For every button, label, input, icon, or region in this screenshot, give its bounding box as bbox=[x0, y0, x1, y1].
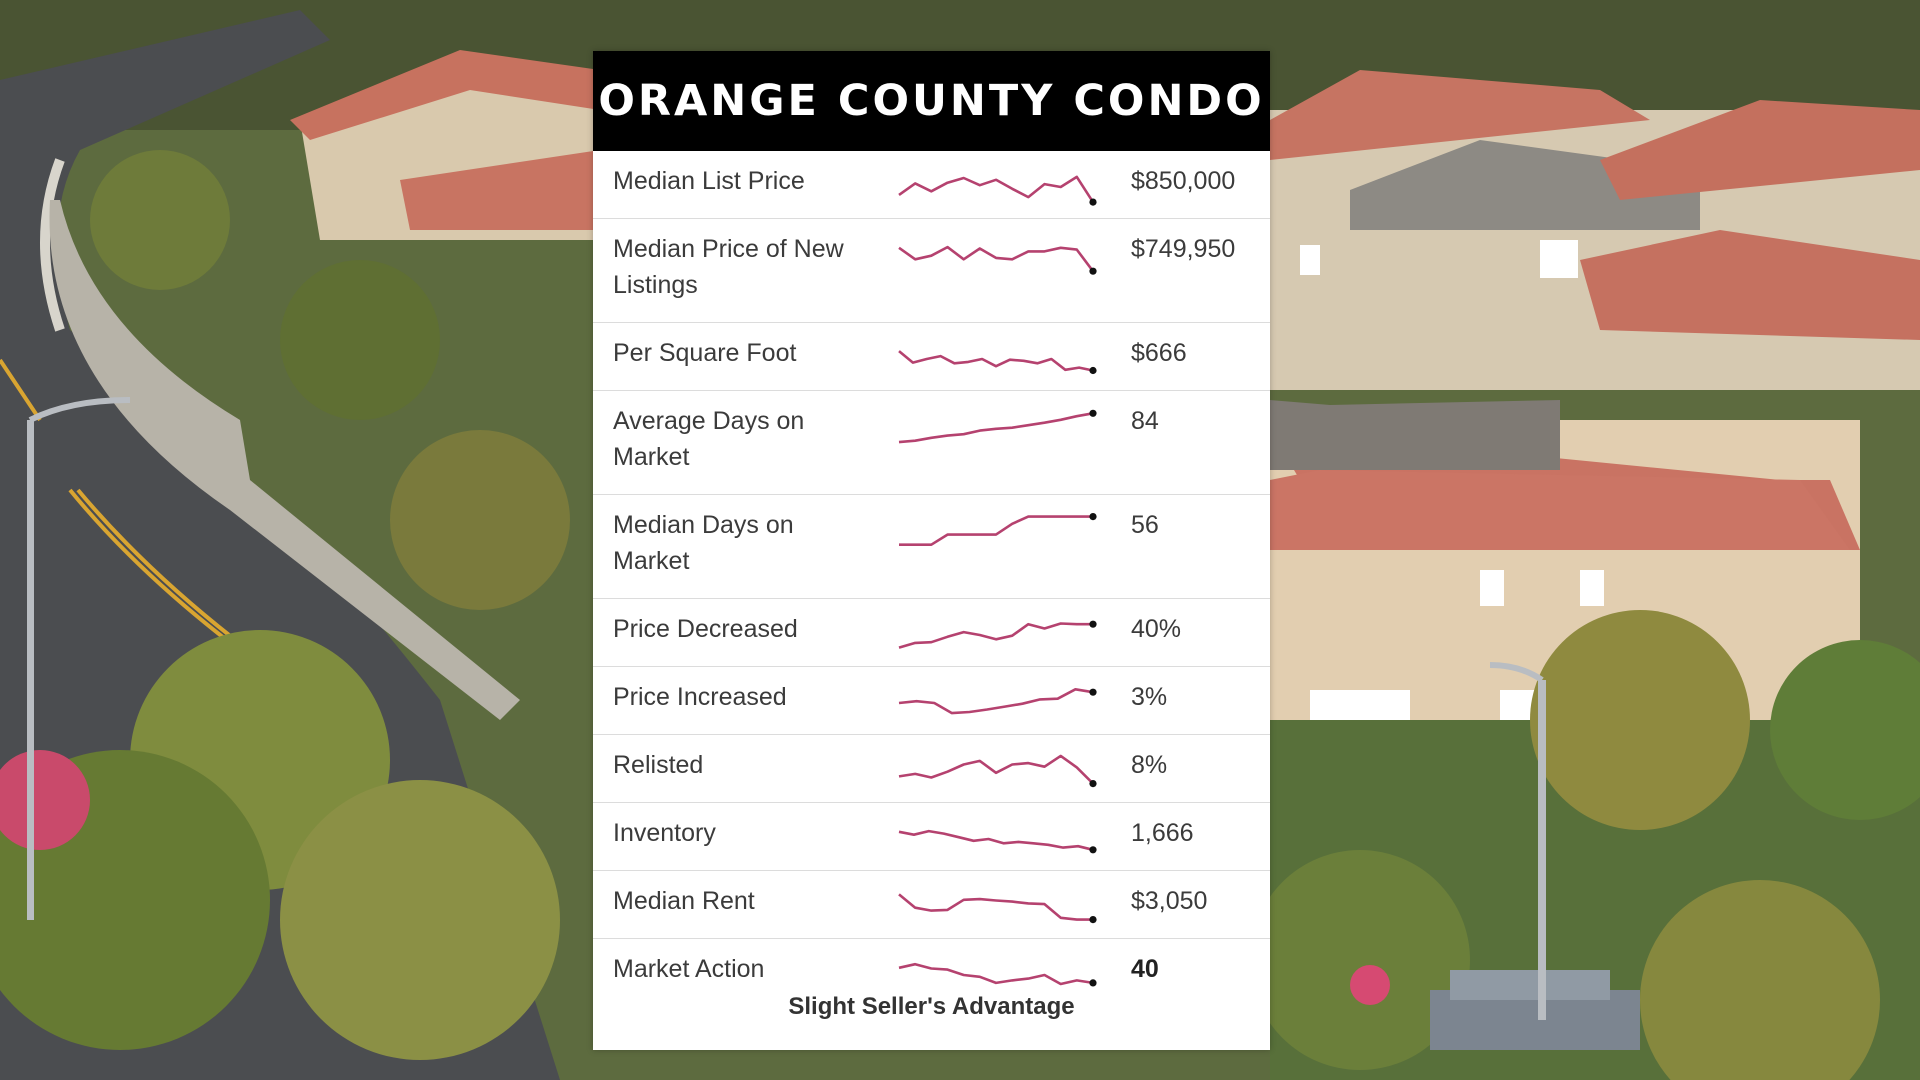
stat-label: Median Days on Market bbox=[613, 511, 794, 575]
stat-value: 1,666 bbox=[1131, 819, 1194, 847]
sparkline-trend bbox=[899, 515, 1093, 547]
market-condition-note: Slight Seller's Advantage bbox=[788, 993, 1075, 1020]
sparkline-end-dot bbox=[1089, 979, 1097, 987]
stat-row: Inventory 1,666 bbox=[593, 803, 1270, 871]
stat-row: Market Action 40 bbox=[593, 939, 1270, 1007]
stat-row: Price Increased 3% bbox=[593, 667, 1270, 735]
sparkline bbox=[898, 962, 1097, 987]
sparkline bbox=[898, 829, 1097, 854]
sparkline-trend bbox=[898, 893, 1093, 921]
stat-label: Median Price of New Listings bbox=[613, 235, 844, 299]
stat-row: Median Days on Market 56 bbox=[593, 495, 1270, 599]
sparkline-end-dot bbox=[1089, 366, 1097, 375]
stats-table: Median List Price $850,000 Median Price … bbox=[593, 151, 1270, 1007]
card-title: ORANGE COUNTY CONDO bbox=[598, 76, 1265, 126]
market-stats-card: ORANGE COUNTY CONDO Median List Price $8… bbox=[593, 51, 1270, 1050]
sparkline bbox=[898, 350, 1097, 375]
sparkline-trend bbox=[898, 412, 1094, 444]
stat-value: 8% bbox=[1131, 751, 1168, 779]
stat-value: $3,050 bbox=[1131, 887, 1208, 915]
sparkline-trend bbox=[898, 829, 1094, 852]
stat-row: Average Days on Market 84 bbox=[593, 391, 1270, 495]
stat-row: Median Rent $3,050 bbox=[593, 871, 1270, 939]
sparkline bbox=[898, 175, 1097, 206]
stat-row: Median Price of New Listings $749,950 bbox=[593, 219, 1270, 323]
sparkline-end-dot bbox=[1089, 620, 1097, 628]
sparkline-trend bbox=[898, 622, 1093, 649]
sparkline-trend bbox=[898, 175, 1095, 203]
sparkline bbox=[898, 409, 1097, 444]
sparkline-trend bbox=[898, 350, 1094, 372]
stat-value: $666 bbox=[1131, 339, 1187, 367]
sparkline-end-dot bbox=[1089, 198, 1097, 206]
sparkline-trend bbox=[898, 245, 1095, 272]
sparkline bbox=[898, 620, 1097, 649]
stat-row: Price Decreased 40% bbox=[593, 599, 1270, 667]
stat-label: Median List Price bbox=[613, 167, 805, 195]
sparkline bbox=[898, 245, 1097, 275]
sparkline-end-dot bbox=[1089, 688, 1097, 696]
stat-value: $850,000 bbox=[1131, 167, 1236, 195]
stat-label: Inventory bbox=[613, 819, 716, 847]
sparkline-end-dot bbox=[1089, 916, 1097, 924]
stat-label: Market Action bbox=[613, 955, 765, 983]
stat-value: 56 bbox=[1131, 511, 1159, 539]
sparkline-trend bbox=[898, 754, 1094, 785]
stat-label: Median Rent bbox=[613, 887, 755, 915]
stat-label: Per Square Foot bbox=[613, 339, 797, 367]
sparkline-end-dot bbox=[1089, 780, 1097, 788]
stat-row: Per Square Foot $666 bbox=[593, 323, 1270, 391]
sparkline-end-dot bbox=[1089, 409, 1097, 417]
stat-value: 40 bbox=[1131, 955, 1159, 983]
sparkline-end-dot bbox=[1089, 846, 1097, 854]
stat-value: 84 bbox=[1131, 407, 1159, 435]
sparkline-trend bbox=[898, 688, 1094, 715]
sparkline bbox=[898, 688, 1097, 715]
stat-label: Average Days on Market bbox=[613, 407, 805, 471]
stat-label: Price Increased bbox=[613, 683, 787, 711]
stat-row: Median List Price $850,000 bbox=[593, 151, 1270, 219]
stat-label: Relisted bbox=[613, 751, 704, 779]
stat-value: 40% bbox=[1131, 615, 1182, 643]
stat-row: Relisted 8% bbox=[593, 735, 1270, 803]
sparkline bbox=[898, 893, 1097, 924]
card-header: ORANGE COUNTY CONDO bbox=[593, 51, 1270, 151]
sparkline-end-dot bbox=[1089, 513, 1097, 521]
sparkline-trend bbox=[898, 962, 1094, 986]
sparkline bbox=[899, 513, 1097, 547]
stat-label: Price Decreased bbox=[613, 615, 798, 643]
sparkline bbox=[898, 754, 1097, 788]
sparkline-end-dot bbox=[1089, 267, 1097, 275]
stat-value: 3% bbox=[1131, 683, 1168, 711]
stat-value: $749,950 bbox=[1131, 235, 1236, 263]
